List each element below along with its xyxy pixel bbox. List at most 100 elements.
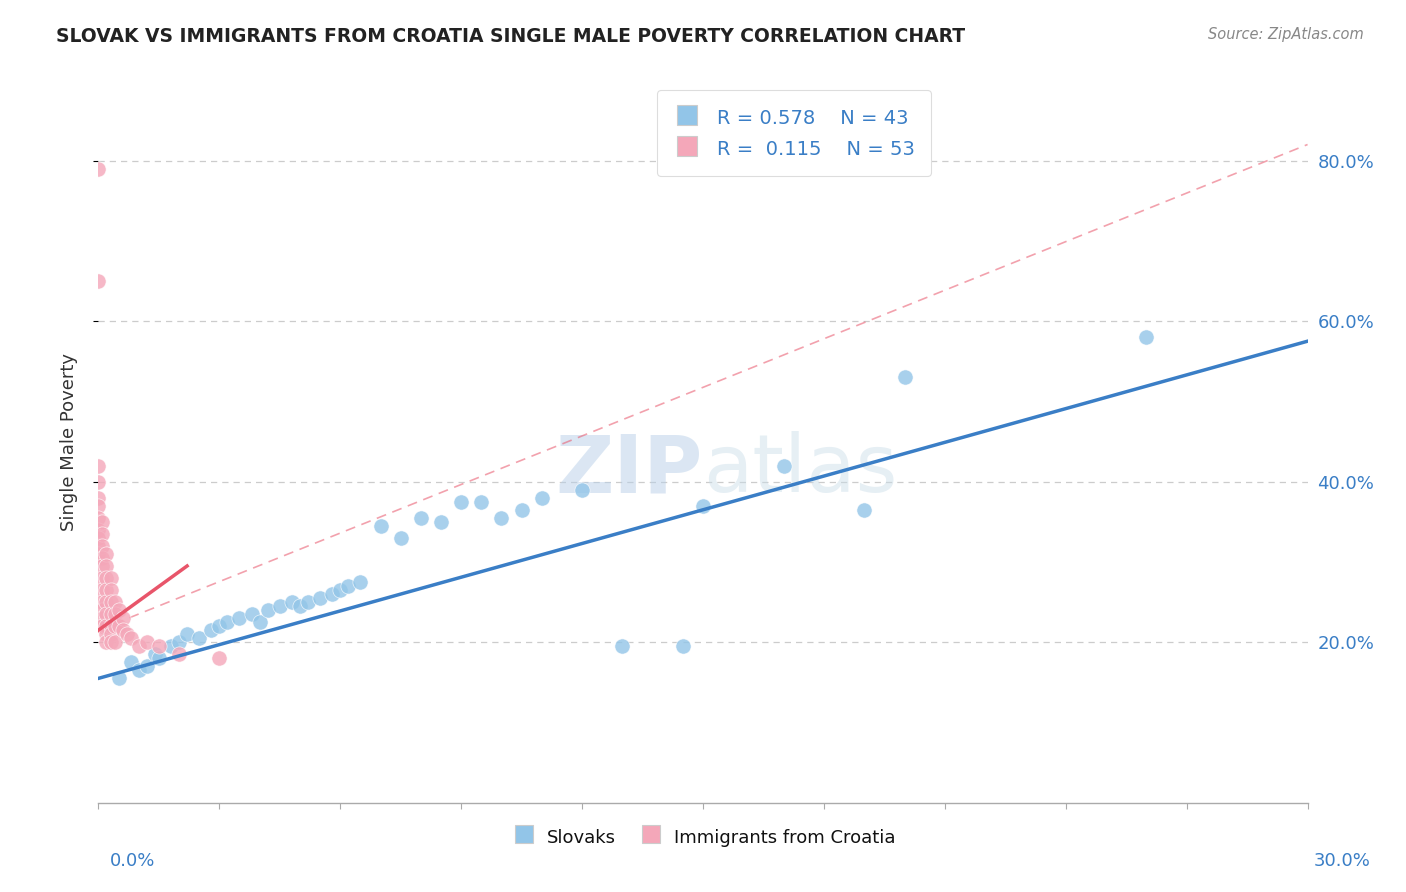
Text: Source: ZipAtlas.com: Source: ZipAtlas.com — [1208, 27, 1364, 42]
Point — [349, 574, 371, 589]
Point — [167, 648, 190, 662]
Point — [612, 639, 634, 653]
Point — [103, 595, 125, 609]
Point — [96, 558, 118, 574]
Point — [100, 627, 122, 641]
Point — [91, 611, 114, 625]
Point — [100, 583, 122, 598]
Point — [96, 571, 118, 585]
Point — [96, 607, 118, 621]
Point — [115, 627, 138, 641]
Point — [87, 499, 110, 513]
Point — [100, 571, 122, 585]
Point — [309, 591, 332, 605]
Point — [208, 619, 231, 633]
Point — [87, 161, 110, 176]
Point — [217, 615, 239, 630]
Point — [135, 635, 157, 649]
Point — [510, 502, 533, 516]
Point — [470, 494, 492, 508]
Point — [91, 571, 114, 585]
Point — [87, 539, 110, 553]
Point — [87, 531, 110, 545]
Point — [87, 523, 110, 537]
Point — [200, 623, 222, 637]
Point — [91, 595, 114, 609]
Point — [176, 627, 198, 641]
Point — [491, 510, 513, 524]
Point — [1135, 330, 1157, 344]
Point — [128, 664, 150, 678]
Point — [87, 274, 110, 288]
Point — [107, 603, 129, 617]
Point — [450, 494, 472, 508]
Point — [91, 558, 114, 574]
Point — [100, 595, 122, 609]
Point — [96, 627, 118, 641]
Point — [100, 619, 122, 633]
Point — [103, 635, 125, 649]
Point — [269, 599, 291, 614]
Y-axis label: Single Male Poverty: Single Male Poverty — [59, 352, 77, 531]
Point — [370, 518, 392, 533]
Point — [96, 583, 118, 598]
Point — [228, 611, 250, 625]
Point — [853, 502, 876, 516]
Point — [91, 515, 114, 529]
Point — [297, 595, 319, 609]
Point — [91, 619, 114, 633]
Point — [87, 547, 110, 561]
Point — [96, 619, 118, 633]
Point — [96, 635, 118, 649]
Point — [672, 639, 695, 653]
Point — [249, 615, 271, 630]
Point — [107, 619, 129, 633]
Text: atlas: atlas — [703, 432, 897, 509]
Point — [91, 583, 114, 598]
Point — [111, 623, 134, 637]
Point — [240, 607, 263, 621]
Point — [120, 655, 142, 669]
Point — [208, 651, 231, 665]
Point — [87, 458, 110, 473]
Point — [135, 659, 157, 673]
Point — [148, 651, 170, 665]
Point — [337, 579, 360, 593]
Text: 0.0%: 0.0% — [110, 852, 155, 870]
Point — [288, 599, 311, 614]
Point — [281, 595, 304, 609]
Point — [256, 603, 278, 617]
Point — [91, 526, 114, 541]
Point — [772, 458, 794, 473]
Point — [188, 632, 211, 646]
Point — [148, 639, 170, 653]
Point — [91, 550, 114, 566]
Point — [128, 639, 150, 653]
Point — [111, 611, 134, 625]
Point — [160, 639, 183, 653]
Point — [329, 583, 352, 598]
Point — [96, 595, 118, 609]
Point — [87, 491, 110, 505]
Point — [91, 539, 114, 553]
Text: 30.0%: 30.0% — [1315, 852, 1371, 870]
Point — [103, 607, 125, 621]
Point — [143, 648, 166, 662]
Point — [530, 491, 553, 505]
Point — [389, 531, 412, 545]
Point — [87, 475, 110, 489]
Point — [91, 603, 114, 617]
Point — [692, 499, 714, 513]
Point — [100, 635, 122, 649]
Point — [321, 587, 343, 601]
Text: ZIP: ZIP — [555, 432, 703, 509]
Point — [571, 483, 593, 497]
Point — [103, 619, 125, 633]
Point — [120, 632, 142, 646]
Point — [167, 635, 190, 649]
Point — [100, 607, 122, 621]
Point — [96, 547, 118, 561]
Point — [430, 515, 453, 529]
Point — [107, 671, 129, 685]
Legend: Slovaks, Immigrants from Croatia: Slovaks, Immigrants from Croatia — [503, 819, 903, 855]
